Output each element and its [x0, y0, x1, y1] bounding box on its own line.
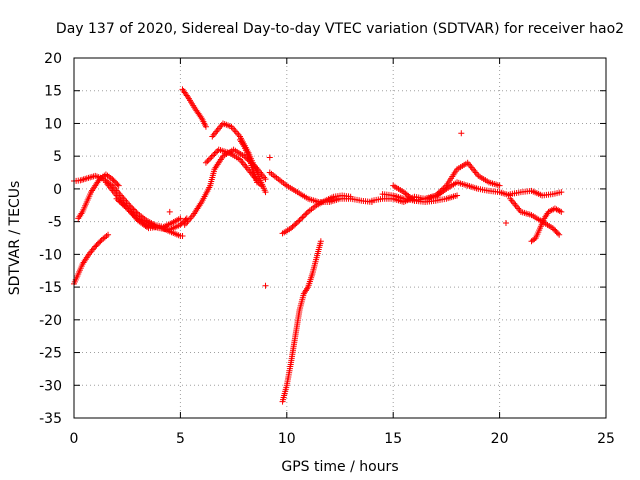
y-axis-label: SDTVAR / TECUs	[7, 181, 23, 296]
data-point	[347, 193, 354, 200]
data-point	[458, 130, 465, 137]
grid	[74, 58, 606, 418]
data-point	[105, 231, 112, 238]
data-point	[296, 217, 303, 224]
data-point	[289, 223, 296, 230]
data-point	[297, 215, 304, 222]
x-axis-label: GPS time / hours	[281, 459, 398, 475]
data-point	[115, 182, 122, 189]
data-point	[128, 209, 135, 216]
data-point	[553, 229, 560, 236]
data-point	[93, 242, 100, 249]
data-point	[288, 225, 295, 232]
x-tick-label: 5	[176, 431, 185, 447]
data-point	[211, 151, 218, 157]
y-tick-label: -35	[39, 411, 62, 427]
data-point	[124, 205, 131, 212]
data-point	[556, 231, 563, 238]
data-point	[302, 211, 309, 218]
y-tick-label: -10	[39, 247, 62, 263]
data-point	[254, 179, 261, 186]
x-tick-label: 15	[384, 431, 402, 447]
chart-title: Day 137 of 2020, Sidereal Day-to-day VTE…	[56, 21, 624, 37]
data-point	[177, 215, 184, 222]
data-point	[126, 208, 133, 215]
y-tick-label: 5	[53, 149, 62, 165]
data-point	[207, 155, 214, 162]
data-point	[262, 282, 269, 289]
data-point	[92, 243, 99, 250]
data-point	[262, 189, 269, 196]
plot-frame	[73, 57, 607, 419]
data-point	[205, 156, 212, 163]
y-tick-label: -15	[39, 280, 62, 296]
x-tick-label: 25	[597, 431, 615, 447]
data-point	[262, 176, 269, 183]
data-point	[531, 236, 538, 243]
y-tick-label: 0	[53, 182, 62, 198]
data-point	[293, 219, 300, 226]
data-point	[496, 182, 503, 189]
data-point	[292, 221, 299, 228]
y-tick-label: 20	[44, 51, 62, 67]
data-point	[202, 159, 209, 166]
data-point	[558, 189, 565, 196]
y-tick-label: 10	[44, 116, 62, 132]
y-tick-label: -20	[39, 313, 62, 329]
data-point	[258, 182, 265, 189]
y-tick-label: -30	[39, 378, 62, 394]
x-tick-label: 0	[70, 431, 79, 447]
y-tick-label: -5	[48, 215, 62, 231]
data-point	[295, 218, 302, 225]
data-point	[502, 219, 509, 226]
data-point	[94, 240, 101, 247]
data-point	[212, 149, 219, 156]
x-tick-label: 20	[491, 431, 509, 447]
data-point	[299, 214, 306, 221]
x-tick-label: 10	[278, 431, 296, 447]
data-point	[109, 176, 116, 183]
data-point	[166, 208, 173, 215]
y-tick-label: 15	[44, 84, 62, 100]
data-point	[558, 208, 565, 215]
data-point	[300, 213, 307, 220]
data-point	[554, 230, 561, 237]
data-point	[245, 149, 252, 156]
data-point	[110, 177, 117, 184]
data-point	[204, 158, 211, 165]
data-point	[303, 210, 310, 217]
data-point	[202, 123, 209, 130]
data-point	[130, 212, 137, 219]
data-point	[96, 239, 103, 246]
data-point	[132, 214, 139, 221]
data-point	[317, 238, 324, 245]
data-point	[97, 238, 104, 245]
data-point	[454, 192, 461, 199]
data-point	[133, 215, 140, 222]
data-point	[114, 181, 121, 188]
data-point	[101, 234, 108, 241]
data-point	[100, 235, 107, 242]
data-point	[179, 233, 186, 240]
axes: 0 5 10 15 20 25 20 15 10 5 0 -5 -10 -15 -20 -25 -30 -35	[39, 51, 615, 447]
data-point	[103, 233, 110, 240]
data-point	[129, 211, 136, 218]
data-point	[125, 207, 132, 214]
data-point	[208, 153, 215, 160]
data-points	[71, 86, 565, 405]
y-tick-label: -25	[39, 346, 62, 362]
data-point	[552, 227, 559, 234]
data-point	[290, 222, 297, 229]
data-point	[266, 154, 273, 161]
data-point	[113, 180, 120, 187]
data-point	[549, 225, 556, 232]
data-point	[551, 226, 558, 233]
data-point	[111, 178, 118, 185]
data-point	[210, 152, 217, 159]
